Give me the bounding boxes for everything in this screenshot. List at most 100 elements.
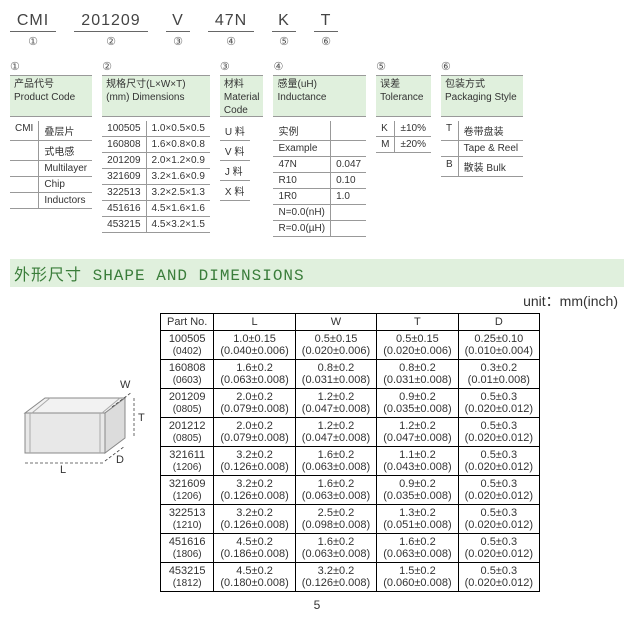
dim-cell: 0.25±0.10(0.010±0.004) xyxy=(458,331,539,360)
legend-column: ②规格尺寸(L×W×T)(mm) Dimensions1005051.0×0.5… xyxy=(102,60,210,233)
dim-partno: 160808(0603) xyxy=(161,360,214,389)
dim-cell: 3.2±0.2(0.126±0.008) xyxy=(214,447,295,476)
legend-cell: U 料 xyxy=(220,121,250,141)
dim-cell: 1.0±0.15(0.040±0.006) xyxy=(214,331,295,360)
dim-cell: 0.3±0.2(0.01±0.008) xyxy=(458,360,539,389)
dimensions-table: Part No.LWTD100505(0402)1.0±0.15(0.040±0… xyxy=(160,313,540,592)
dim-cell: 1.2±0.2(0.047±0.008) xyxy=(377,418,458,447)
code-segment: V xyxy=(166,12,190,32)
table-row: 160808(0603)1.6±0.2(0.063±0.008) 0.8±0.2(… xyxy=(161,360,540,389)
legend-cell xyxy=(10,141,39,161)
legend-cell: N=0.0(nH) xyxy=(273,205,330,221)
legend-circle: ④ xyxy=(273,60,366,73)
legend-cell: Tape & Reel xyxy=(458,141,523,157)
table-row: 201212(0805)2.0±0.2(0.079±0.008)1.2±0.2(… xyxy=(161,418,540,447)
dim-cell: 1.2±0.2(0.047±0.008) xyxy=(295,389,376,418)
legend-cell: 100505 xyxy=(102,121,146,137)
code-segment: 201209 xyxy=(74,12,148,32)
legend-cell xyxy=(10,193,39,209)
legend-cell: 451616 xyxy=(102,201,146,217)
dim-cell: 4.5±0.2(0.186±0.008) xyxy=(214,534,295,563)
dim-cell: 1.1±0.2(0.043±0.008) xyxy=(377,447,458,476)
dim-cell: 3.2±0.2(0.126±0.008) xyxy=(295,563,376,592)
dim-cell: 0.5±0.3(0.020±0.012) xyxy=(458,389,539,418)
legend-cell: 201209 xyxy=(102,153,146,169)
dim-cell: 1.6±0.2(0.063±0.008) xyxy=(295,447,376,476)
code-segment: CMI xyxy=(10,12,56,32)
code-circle: ① xyxy=(10,35,56,48)
legend-cell: 卷带盘装 xyxy=(458,121,523,141)
legend-column: ⑤误差ToleranceK±10%M±20% xyxy=(376,60,431,153)
legend-header: 包装方式Packaging Style xyxy=(441,75,523,117)
dim-cell: 0.5±0.3(0.020±0.012) xyxy=(458,476,539,505)
code-circle: ③ xyxy=(166,35,190,48)
dim-partno: 453215(1812) xyxy=(161,563,214,592)
part-code-circles: ① ② ③ ④ ⑤ ⑥ xyxy=(10,35,624,48)
legend-cell: 47N xyxy=(273,157,330,173)
legend-circle: ③ xyxy=(220,60,264,73)
table-row: 453215(1812)4.5±0.2(0.180±0.008)3.2±0.2(… xyxy=(161,563,540,592)
legend-cell: 0.10 xyxy=(331,173,367,189)
dim-cell: 0.5±0.15(0.020±0.006) xyxy=(295,331,376,360)
dim-partno: 100505(0402) xyxy=(161,331,214,360)
dim-cell: 0.5±0.3(0.020±0.012) xyxy=(458,505,539,534)
dim-cell: 1.2±0.2(0.047±0.008) xyxy=(295,418,376,447)
legend-cell xyxy=(10,177,39,193)
legend-cell: ±20% xyxy=(395,137,431,153)
legend-cell: 160808 xyxy=(102,137,146,153)
code-circle: ② xyxy=(74,35,148,48)
legend-cell: Inductors xyxy=(39,193,92,209)
legend-cell: Multilayer xyxy=(39,161,92,177)
dim-cell: 1.6±0.2(0.063±0.008) xyxy=(295,476,376,505)
dim-cell: 3.2±0.2(0.126±0.008) xyxy=(214,476,295,505)
legend-cell xyxy=(441,141,458,157)
dim-cell: 1.3±0.2(0.051±0.008) xyxy=(377,505,458,534)
legend-cell: X 料 xyxy=(220,181,250,201)
legend-table: 实例Example47N0.047R100.101R01.0N=0.0(nH)R… xyxy=(273,121,366,237)
legend-circle: ⑤ xyxy=(376,60,431,73)
legend-cell: 1.6×0.8×0.8 xyxy=(146,137,210,153)
dim-cell: 1.6±0.2(0.063±0.008) xyxy=(214,360,295,389)
legend-header: 感量(uH)Inductance xyxy=(273,75,366,117)
legend-cell: 0.047 xyxy=(331,157,367,173)
code-circle: ④ xyxy=(208,35,254,48)
dim-partno: 201209(0805) xyxy=(161,389,214,418)
dim-cell: 4.5±0.2(0.180±0.008) xyxy=(214,563,295,592)
legend-cell: Chip xyxy=(39,177,92,193)
table-row: 321611(1206)3.2±0.2(0.126±0.008)1.6±0.2(… xyxy=(161,447,540,476)
diagram-label-T: T xyxy=(138,412,145,424)
legend-cell: K xyxy=(376,121,395,137)
legend-column: ⑥包装方式Packaging StyleT卷带盘装Tape & ReelB散装 … xyxy=(441,60,523,177)
dim-cell: 0.8±0.2(0.031±0.008) xyxy=(377,360,458,389)
diagram-label-L: L xyxy=(60,464,66,476)
dim-header: Part No. xyxy=(161,314,214,331)
legend-circle: ① xyxy=(10,60,92,73)
dim-header: D xyxy=(458,314,539,331)
table-row: 201209(0805)2.0±0.2(0.079±0.008)1.2±0.2(… xyxy=(161,389,540,418)
dim-header: W xyxy=(295,314,376,331)
legend-cell: B xyxy=(441,157,458,177)
dim-cell: 0.5±0.3(0.020±0.012) xyxy=(458,534,539,563)
dim-cell: 0.5±0.3(0.020±0.012) xyxy=(458,418,539,447)
legend-cell: 1.0×0.5×0.5 xyxy=(146,121,210,137)
legend-circle: ② xyxy=(102,60,210,73)
code-circle: ⑥ xyxy=(314,35,338,48)
dim-partno: 321611(1206) xyxy=(161,447,214,476)
legend-cell: 1R0 xyxy=(273,189,330,205)
code-circle: ⑤ xyxy=(272,35,296,48)
legend-header: 材料MaterialCode xyxy=(220,75,264,117)
dim-cell: 3.2±0.2(0.126±0.008) xyxy=(214,505,295,534)
legend-cell: 1.0 xyxy=(331,189,367,205)
legend-table: 1005051.0×0.5×0.51608081.6×0.8×0.8201209… xyxy=(102,121,210,233)
legend-cell xyxy=(10,161,39,177)
legend-cell: R=0.0(µH) xyxy=(273,221,330,237)
dim-cell: 1.6±0.2(0.063±0.008) xyxy=(377,534,458,563)
legend-cell xyxy=(331,205,367,221)
dim-cell: 0.5±0.3(0.020±0.012) xyxy=(458,447,539,476)
legend-column: ④ 感量(uH)Inductance实例Example47N0.047R100.1… xyxy=(273,60,366,237)
dim-cell: 2.5±0.2(0.098±0.008) xyxy=(295,505,376,534)
legend-table: U 料V 料J 料X 料 xyxy=(220,121,250,201)
legend-cell: R10 xyxy=(273,173,330,189)
legend-tables: ①产品代号Product CodeCMI叠层片式电感MultilayerChip… xyxy=(10,60,624,237)
dim-cell: 1.6±0.2(0.063±0.008) xyxy=(295,534,376,563)
